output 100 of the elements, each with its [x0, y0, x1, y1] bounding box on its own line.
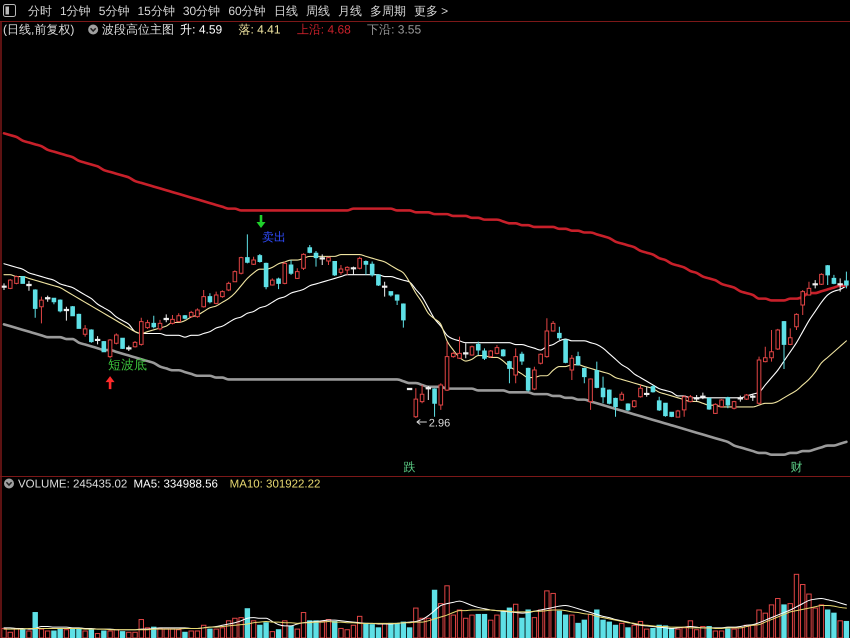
candlestick	[332, 260, 338, 277]
candlestick	[82, 324, 88, 338]
candlestick	[619, 391, 624, 402]
candlestick	[294, 268, 300, 280]
annotation: 卖出	[262, 230, 286, 244]
candlestick	[775, 328, 780, 351]
text: 日线	[274, 4, 298, 18]
bar	[82, 630, 88, 638]
bar	[837, 620, 843, 638]
candlestick	[32, 288, 38, 318]
bar	[64, 629, 70, 638]
text: 周线	[306, 4, 330, 18]
chart-subtitle: 波段高位主图	[102, 22, 174, 36]
bar	[288, 626, 294, 638]
candlestick	[58, 298, 62, 313]
candlestick	[52, 297, 56, 305]
bar	[32, 612, 38, 638]
candlestick	[288, 260, 294, 276]
candlestick	[20, 276, 26, 284]
x-tick-label: 财	[790, 460, 802, 474]
candlestick	[532, 366, 537, 391]
chart-title: (日线,前复权)	[3, 22, 74, 36]
candlestick	[676, 409, 680, 418]
candlestick	[463, 342, 468, 359]
candlestick	[39, 296, 44, 324]
bar	[706, 626, 712, 638]
candlestick	[638, 384, 643, 398]
candlestick	[182, 314, 188, 320]
candlestick	[513, 348, 518, 384]
candlestick	[557, 326, 562, 340]
candlestick	[164, 314, 169, 323]
text: 分时	[28, 4, 52, 18]
bar	[588, 614, 594, 638]
candlestick	[226, 281, 231, 292]
candlestick	[782, 320, 786, 370]
candlestick	[794, 312, 799, 331]
bar	[725, 628, 731, 638]
bar	[20, 629, 26, 638]
candlestick	[276, 277, 281, 290]
bar	[120, 631, 126, 638]
candlestick	[526, 367, 530, 392]
text: 月线	[338, 4, 362, 18]
bar	[844, 620, 850, 638]
candlestick	[126, 345, 132, 352]
text: MA5: 334988.56	[133, 478, 218, 490]
candlestick	[750, 394, 756, 402]
candlestick	[89, 328, 94, 344]
candlestick	[151, 315, 156, 329]
candlestick	[732, 400, 736, 410]
candlestick	[320, 254, 325, 266]
candlestick	[245, 234, 250, 264]
text: 1分钟	[60, 4, 91, 18]
bar	[250, 620, 256, 638]
text: 5分钟	[98, 4, 130, 18]
text: MA10: 301922.22	[230, 478, 320, 490]
candlestick	[357, 256, 362, 270]
candlestick	[588, 378, 593, 410]
candlestick	[426, 386, 432, 400]
candlestick	[326, 256, 331, 266]
candlestick	[706, 397, 712, 410]
text: 30分钟	[182, 4, 220, 18]
candlestick	[251, 256, 256, 266]
candlestick	[563, 338, 568, 364]
candlestick	[650, 384, 656, 394]
candlestick	[738, 395, 744, 402]
candlestick	[406, 388, 412, 390]
x-tick-label: 跌	[404, 460, 416, 474]
annotation: 短波底	[108, 357, 148, 372]
candlestick	[726, 396, 730, 409]
candlestick	[238, 256, 244, 275]
candlestick	[264, 262, 268, 290]
candlestick	[582, 367, 587, 384]
candlestick	[626, 402, 630, 412]
candlestick	[570, 354, 574, 380]
candlestick	[719, 398, 724, 408]
bar	[94, 633, 100, 638]
candlestick	[632, 400, 637, 408]
annotation: 2.96	[428, 418, 450, 430]
candlestick	[201, 289, 206, 308]
text: 15分钟	[137, 4, 175, 18]
candlestick	[482, 348, 487, 360]
bar	[276, 629, 282, 638]
candlestick	[844, 271, 849, 289]
chart-title: VOLUME: 245435.02	[18, 478, 128, 490]
candlestick	[44, 295, 50, 302]
bar	[512, 604, 518, 638]
bar	[244, 608, 250, 638]
text: 升: 4.59	[180, 22, 223, 36]
bar	[432, 590, 438, 638]
bar	[332, 620, 338, 638]
candlestick	[1, 282, 7, 290]
candlestick	[476, 341, 481, 356]
text: 多周期	[370, 4, 406, 18]
candlestick	[520, 351, 524, 366]
bar	[625, 627, 631, 638]
candlestick	[500, 348, 506, 358]
bar	[88, 628, 94, 638]
candlestick	[788, 328, 793, 346]
candlestick	[713, 402, 718, 414]
candlestick	[282, 261, 288, 285]
